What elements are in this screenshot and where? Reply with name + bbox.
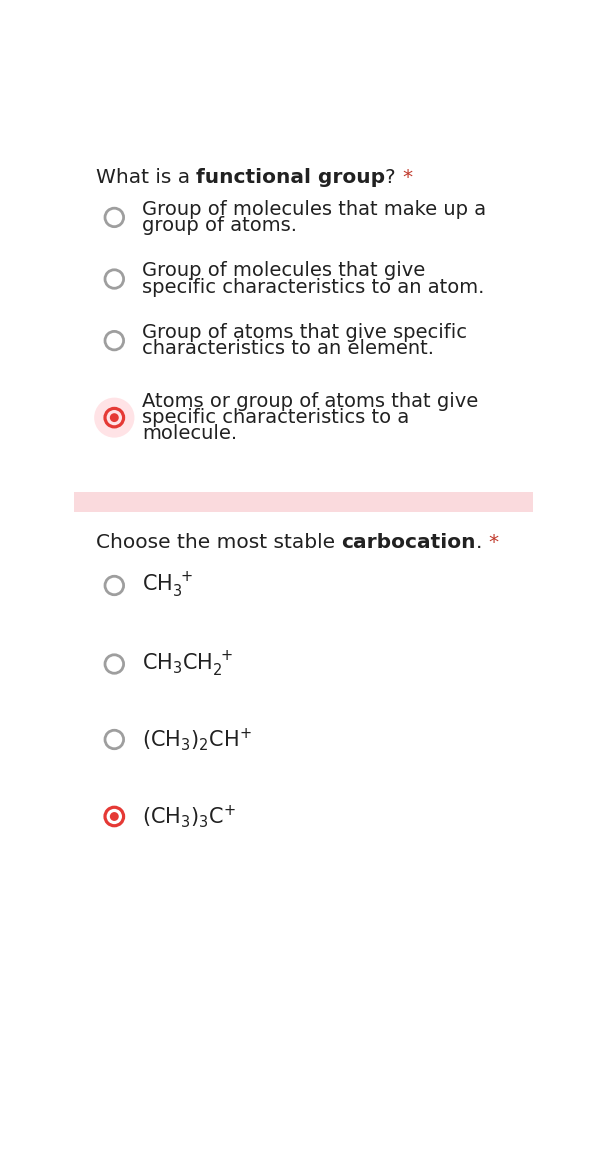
- Text: .: .: [476, 533, 488, 552]
- Text: molecule.: molecule.: [142, 425, 237, 443]
- Text: Group of molecules that give: Group of molecules that give: [142, 261, 426, 281]
- Text: $\mathsf{CH_3^{\ +}}$: $\mathsf{CH_3^{\ +}}$: [142, 571, 193, 600]
- Text: $\mathsf{(CH_3)_2CH^{+}}$: $\mathsf{(CH_3)_2CH^{+}}$: [142, 726, 252, 753]
- FancyBboxPatch shape: [74, 493, 533, 512]
- Text: characteristics to an element.: characteristics to an element.: [142, 340, 434, 358]
- Text: What is a: What is a: [96, 168, 196, 188]
- Text: ?: ?: [385, 168, 403, 188]
- Circle shape: [94, 397, 134, 437]
- Text: specific characteristics to an atom.: specific characteristics to an atom.: [142, 277, 485, 297]
- Text: *: *: [403, 168, 413, 188]
- Text: functional group: functional group: [196, 168, 385, 188]
- Text: Atoms or group of atoms that give: Atoms or group of atoms that give: [142, 392, 478, 411]
- Text: group of atoms.: group of atoms.: [142, 216, 297, 235]
- Text: Group of molecules that make up a: Group of molecules that make up a: [142, 200, 486, 219]
- Text: *: *: [488, 533, 498, 552]
- Text: $\mathsf{(CH_3)_3C^{+}}$: $\mathsf{(CH_3)_3C^{+}}$: [142, 803, 236, 830]
- Text: $\mathsf{CH_3CH_2^{\ +}}$: $\mathsf{CH_3CH_2^{\ +}}$: [142, 649, 233, 679]
- Text: carbocation: carbocation: [341, 533, 476, 552]
- Circle shape: [110, 813, 119, 821]
- Text: Choose the most stable: Choose the most stable: [96, 533, 341, 552]
- Text: Group of atoms that give specific: Group of atoms that give specific: [142, 323, 467, 342]
- Circle shape: [110, 413, 119, 422]
- Text: specific characteristics to a: specific characteristics to a: [142, 409, 410, 427]
